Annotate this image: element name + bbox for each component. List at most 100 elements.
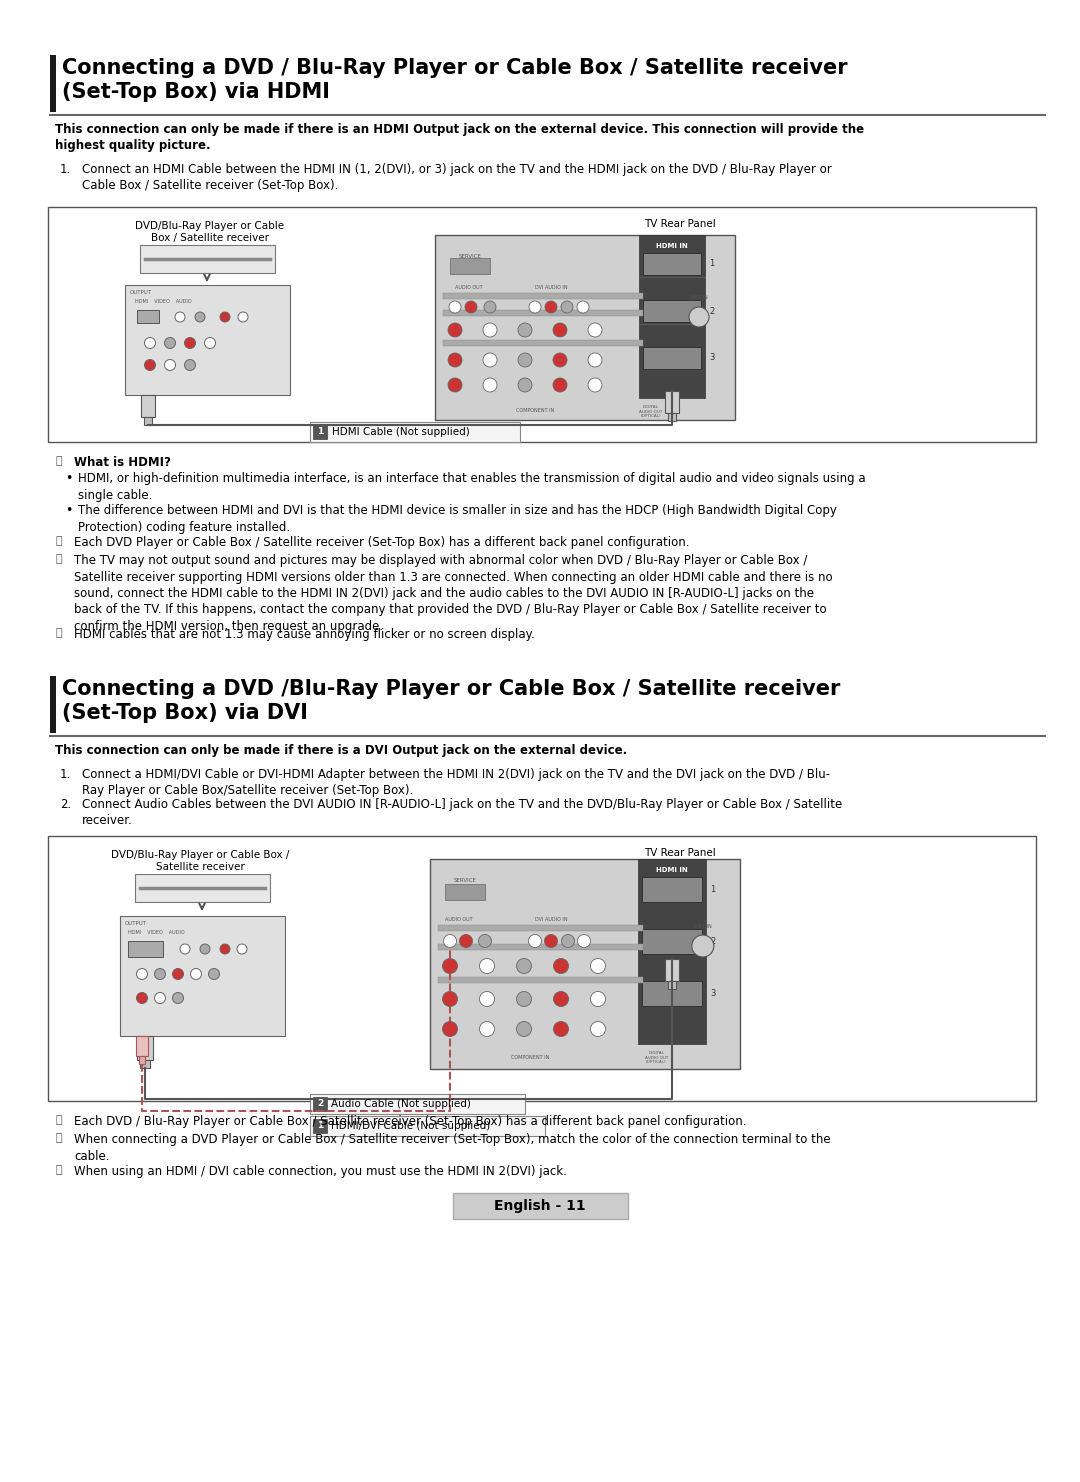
Circle shape (554, 991, 568, 1006)
Bar (453, 1193, 627, 1220)
Circle shape (561, 301, 573, 313)
Text: •: • (65, 504, 72, 517)
Text: 2: 2 (708, 307, 714, 316)
Text: 1: 1 (316, 427, 323, 437)
Text: SERVICE: SERVICE (459, 253, 482, 259)
Text: HDMI    VIDEO    AUDIO: HDMI VIDEO AUDIO (135, 299, 191, 304)
Text: Connecting a DVD /Blu-Ray Player or Cable Box / Satellite receiver: Connecting a DVD /Blu-Ray Player or Cabl… (62, 679, 840, 700)
Circle shape (465, 301, 477, 313)
Bar (50, 55, 56, 113)
Text: Each DVD Player or Cable Box / Satellite receiver (Set-Top Box) has a different : Each DVD Player or Cable Box / Satellite… (75, 536, 689, 548)
Circle shape (443, 1021, 458, 1036)
Circle shape (443, 959, 458, 974)
Text: ⓘ: ⓘ (55, 1165, 62, 1175)
Text: The difference between HDMI and DVI is that the HDMI device is smaller in size a: The difference between HDMI and DVI is t… (78, 504, 837, 534)
Text: SERVICE: SERVICE (454, 877, 476, 883)
Text: ⓘ: ⓘ (55, 628, 62, 637)
Bar (639, 236, 705, 397)
Text: Connect an HDMI Cable between the HDMI IN (1, 2(DVI), or 3) jack on the TV and t: Connect an HDMI Cable between the HDMI I… (82, 163, 832, 193)
Circle shape (480, 959, 495, 974)
Text: DVI AUDIO IN: DVI AUDIO IN (535, 285, 568, 290)
Bar (144, 416, 152, 425)
Text: DVD/Blu-Ray Player or Cable
Box / Satellite receiver: DVD/Blu-Ray Player or Cable Box / Satell… (135, 221, 284, 243)
Text: 2: 2 (316, 1100, 323, 1109)
Circle shape (448, 378, 462, 393)
Text: HDMI Cable (Not supplied): HDMI Cable (Not supplied) (332, 427, 470, 437)
Text: Connect a HDMI/DVI Cable or DVI-HDMI Adapter between the HDMI IN 2(DVI) jack on : Connect a HDMI/DVI Cable or DVI-HDMI Ada… (82, 768, 831, 797)
Bar (137, 1036, 153, 1060)
Circle shape (516, 959, 531, 974)
Text: ⓘ: ⓘ (55, 554, 62, 565)
Circle shape (588, 353, 602, 368)
Circle shape (220, 944, 230, 954)
Text: 3: 3 (710, 988, 715, 997)
Circle shape (553, 323, 567, 336)
Circle shape (449, 301, 461, 313)
Text: HDMI IN: HDMI IN (657, 243, 688, 249)
Text: COMPONENT IN: COMPONENT IN (516, 408, 554, 413)
Circle shape (145, 338, 156, 348)
Circle shape (173, 993, 184, 1003)
Bar (438, 944, 643, 950)
Bar (642, 877, 702, 903)
Circle shape (200, 944, 210, 954)
Text: DIGITAL
AUDIO OUT
(OPTICAL): DIGITAL AUDIO OUT (OPTICAL) (639, 405, 663, 418)
Bar (438, 925, 643, 931)
Circle shape (529, 301, 541, 313)
Circle shape (443, 991, 458, 1006)
Bar (313, 1119, 327, 1134)
Circle shape (553, 378, 567, 393)
Bar (443, 310, 643, 316)
Circle shape (554, 959, 568, 974)
Circle shape (204, 338, 216, 348)
Bar (445, 883, 485, 900)
Circle shape (185, 360, 195, 370)
Text: ANT IN: ANT IN (690, 295, 707, 299)
Circle shape (578, 935, 591, 947)
Text: ⓘ: ⓘ (55, 1134, 62, 1143)
Text: 1.: 1. (60, 768, 71, 781)
Bar (125, 285, 291, 396)
Circle shape (544, 935, 557, 947)
Bar (667, 981, 676, 988)
Bar (129, 941, 163, 957)
Bar (443, 339, 643, 345)
Bar (450, 258, 490, 274)
Circle shape (480, 991, 495, 1006)
Text: When using an HDMI / DVI cable connection, you must use the HDMI IN 2(DVI) jack.: When using an HDMI / DVI cable connectio… (75, 1165, 567, 1178)
Circle shape (483, 353, 497, 368)
Circle shape (528, 935, 541, 947)
Text: AUDIO OUT: AUDIO OUT (445, 917, 473, 922)
Circle shape (516, 1021, 531, 1036)
Text: (Set-Top Box) via HDMI: (Set-Top Box) via HDMI (62, 82, 329, 102)
Circle shape (484, 301, 496, 313)
Bar (141, 396, 156, 416)
Text: COMPONENT IN: COMPONENT IN (511, 1055, 550, 1060)
Bar (48, 836, 1036, 1101)
Bar (642, 981, 702, 1006)
Circle shape (154, 993, 165, 1003)
Circle shape (154, 969, 165, 980)
Circle shape (689, 307, 708, 328)
Bar (310, 422, 519, 442)
Circle shape (180, 944, 190, 954)
Text: HDMI cables that are not 1.3 may cause annoying flicker or no screen display.: HDMI cables that are not 1.3 may cause a… (75, 628, 535, 642)
Text: 1.: 1. (60, 163, 71, 176)
Text: HDMI IN: HDMI IN (656, 867, 688, 873)
Bar (430, 860, 740, 1069)
Text: DVI AUDIO IN: DVI AUDIO IN (535, 917, 568, 922)
Circle shape (190, 969, 202, 980)
Text: What is HDMI?: What is HDMI? (75, 456, 171, 468)
Text: 1: 1 (710, 885, 715, 894)
Circle shape (145, 360, 156, 370)
Circle shape (185, 338, 195, 348)
Circle shape (175, 313, 185, 322)
Bar (637, 860, 706, 1043)
Circle shape (591, 959, 606, 974)
Text: DIGITAL
AUDIO OUT
(OPTICAL): DIGITAL AUDIO OUT (OPTICAL) (645, 1051, 669, 1064)
Circle shape (195, 313, 205, 322)
Circle shape (518, 378, 532, 393)
Text: HDMI/DVI Cable (Not supplied): HDMI/DVI Cable (Not supplied) (330, 1120, 490, 1131)
Circle shape (692, 935, 714, 957)
Text: Each DVD / Blu-Ray Player or Cable Box / Satellite receiver (Set-Top Box) has a : Each DVD / Blu-Ray Player or Cable Box /… (75, 1114, 746, 1128)
